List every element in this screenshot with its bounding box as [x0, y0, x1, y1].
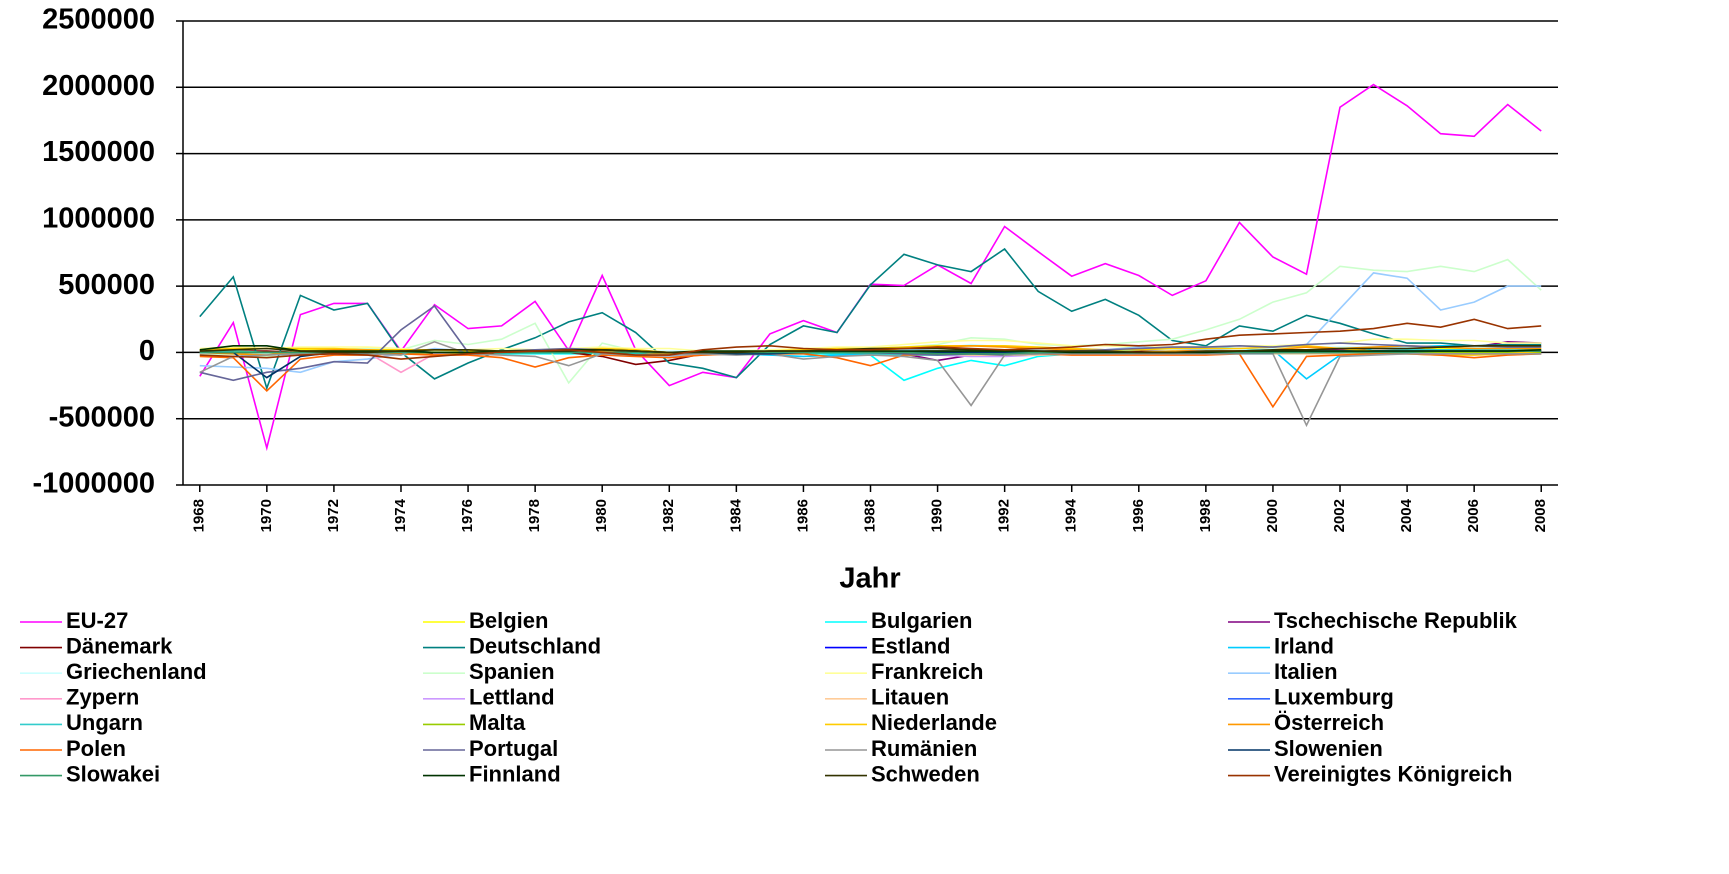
legend-label: Rumänien: [871, 736, 977, 761]
y-tick-label: 0: [139, 335, 155, 367]
series-line: [199, 345, 1542, 354]
series-line: [199, 247, 1542, 391]
x-tick-label: 1972: [325, 499, 342, 532]
legend-label: Frankreich: [871, 659, 984, 684]
y-tick-label: 1000000: [42, 203, 155, 235]
x-tick-label: 1974: [392, 498, 409, 532]
x-tick-label: 1968: [191, 499, 208, 532]
legend-label: Italien: [1274, 659, 1338, 684]
legend-label: Griechenland: [66, 659, 207, 684]
x-tick-label: 1976: [459, 499, 476, 532]
series-line: [199, 340, 1542, 428]
legend-label: Belgien: [469, 608, 548, 633]
y-tick-label: 2000000: [42, 70, 155, 102]
legend-label: Zypern: [66, 685, 139, 710]
x-tick-label: 1970: [258, 499, 275, 532]
y-tick-label: -500000: [49, 401, 155, 433]
x-tick-label: 2002: [1331, 499, 1348, 532]
legend-label: Slowakei: [66, 761, 160, 786]
series-line: [199, 318, 1542, 360]
legend-label: EU-27: [66, 608, 128, 633]
x-tick-label: 1984: [727, 498, 744, 532]
legend-label: Ungarn: [66, 710, 143, 735]
x-tick-label: 1978: [526, 499, 543, 532]
y-tick-label: 500000: [58, 269, 155, 301]
x-tick-label: 2004: [1398, 498, 1415, 532]
x-tick-label: 1982: [660, 499, 677, 532]
legend-label: Luxemburg: [1274, 685, 1394, 710]
legend-label: Bulgarien: [871, 608, 972, 633]
legend-label: Litauen: [871, 685, 949, 710]
series-line: [199, 304, 1542, 382]
legend-label: Spanien: [469, 659, 555, 684]
legend-label: Österreich: [1274, 710, 1384, 735]
legend-label: Portugal: [469, 736, 558, 761]
legend-label: Irland: [1274, 633, 1334, 658]
x-tick-label: 1990: [929, 499, 946, 532]
x-tick-label: 1998: [1197, 499, 1214, 532]
series-line: [199, 352, 1542, 409]
legend-label: Deutschland: [469, 633, 601, 658]
legend-label: Niederlande: [871, 710, 997, 735]
x-tick-label: 1992: [996, 499, 1013, 532]
legend-label: Tschechische Republik: [1274, 608, 1518, 633]
x-tick-label: 2006: [1465, 499, 1482, 532]
x-tick-label: 1994: [1063, 498, 1080, 532]
y-tick-label: -1000000: [32, 468, 155, 500]
x-tick-label: 1996: [1130, 499, 1147, 532]
legend-label: Lettland: [469, 685, 555, 710]
legend-label: Polen: [66, 736, 126, 761]
series-line: [199, 258, 1542, 385]
legend-label: Estland: [871, 633, 950, 658]
legend-label: Malta: [469, 710, 526, 735]
legend-label: Schweden: [871, 761, 980, 786]
legend-label: Slowenien: [1274, 736, 1383, 761]
legend-label: Dänemark: [66, 633, 173, 658]
x-tick-label: 2000: [1264, 499, 1281, 532]
x-tick-label: 1986: [794, 499, 811, 532]
legend-label: Finnland: [469, 761, 561, 786]
x-axis-label: Jahr: [839, 563, 900, 595]
y-tick-label: 2500000: [42, 4, 155, 36]
x-tick-label: 1988: [861, 499, 878, 532]
y-tick-label: 1500000: [42, 136, 155, 168]
series-line: [199, 345, 1542, 354]
x-tick-label: 1980: [593, 499, 610, 532]
legend-label: Vereinigtes Königreich: [1274, 761, 1512, 786]
x-tick-label: 2008: [1532, 499, 1549, 532]
